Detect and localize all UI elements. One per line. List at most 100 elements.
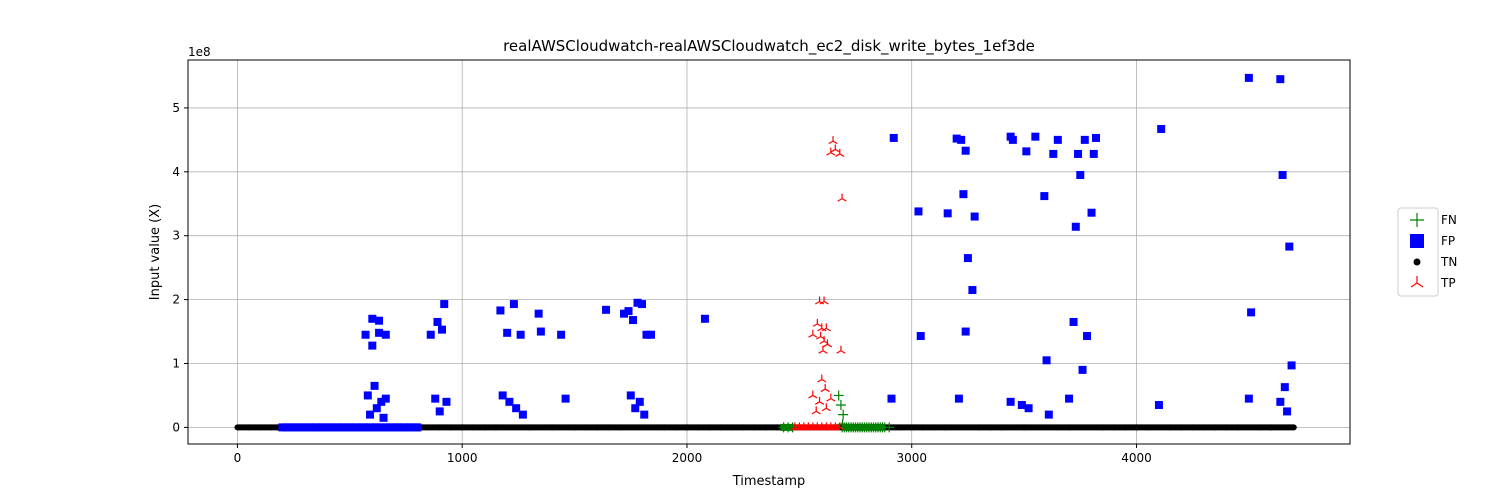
tp-point (830, 144, 840, 153)
tn-point (1066, 424, 1073, 431)
tn-point (526, 424, 533, 431)
fp-point (325, 423, 334, 432)
y-tick-label: 4 (172, 165, 180, 179)
tn-point (1200, 424, 1207, 431)
fp-point (1031, 132, 1040, 141)
tn-point (605, 424, 612, 431)
fp-point (961, 327, 970, 336)
y-offset-label: 1e8 (188, 45, 211, 59)
fp-point (503, 328, 512, 337)
fp-point (406, 423, 415, 432)
fp-point (509, 300, 518, 309)
y-tick-label: 2 (172, 293, 180, 307)
fp-point (1283, 407, 1292, 416)
fp-point (943, 209, 952, 218)
fp-point (1076, 171, 1085, 180)
fp-point (1244, 394, 1253, 403)
fp-point (366, 423, 375, 432)
fp-point (631, 404, 640, 413)
fp-point (1157, 125, 1166, 134)
fn-point (837, 419, 848, 430)
series-tp (790, 136, 847, 431)
y-axis-label: Input value (X) (148, 204, 163, 300)
fp-point (370, 381, 379, 390)
tn-point (717, 424, 724, 431)
fp-point (914, 207, 923, 216)
fp-point (1024, 404, 1033, 413)
tp-point (812, 318, 822, 327)
tn-point (942, 424, 949, 431)
tn-point (1122, 424, 1129, 431)
x-tick-label: 0 (234, 451, 242, 465)
fp-point (1008, 135, 1017, 144)
fp-point (536, 327, 545, 336)
tn-point (1257, 424, 1264, 431)
x-axis-label: Timestamp (732, 474, 806, 489)
legend-label: FP (1441, 234, 1455, 248)
fp-point (1287, 361, 1296, 370)
fp-point (887, 394, 896, 403)
fn-point (835, 400, 846, 411)
fp-point (332, 423, 341, 432)
tp-point (814, 396, 825, 405)
fp-point (498, 391, 507, 400)
fp-point (1069, 317, 1078, 326)
tn-point (683, 424, 690, 431)
tp-point (820, 384, 830, 393)
fp-point (1083, 332, 1092, 341)
x-axis-ticks: 0 1000 2000 3000 4000 (234, 444, 1152, 465)
fp-point (339, 423, 348, 432)
legend-marker (1410, 234, 1424, 248)
fp-point (379, 423, 388, 432)
fp-point (1285, 242, 1294, 251)
fp-point (1071, 222, 1080, 231)
fp-point (352, 423, 361, 432)
fp-point (1022, 147, 1031, 156)
tp-point (817, 374, 827, 383)
fp-point (635, 397, 644, 406)
series-tn (234, 424, 1297, 431)
series-fn (778, 390, 895, 433)
tn-point (1268, 424, 1275, 431)
fp-point (496, 306, 505, 315)
tn-point (987, 424, 994, 431)
legend-marker (1410, 276, 1424, 288)
tn-point (706, 424, 713, 431)
tn-point (245, 424, 252, 431)
fp-point (361, 330, 370, 339)
tn-point (1223, 424, 1230, 431)
tp-point (821, 323, 831, 332)
fp-point (602, 305, 611, 314)
fp-point (1017, 401, 1026, 410)
fp-point (1049, 149, 1058, 158)
tp-point (826, 147, 836, 156)
fp-point (557, 330, 566, 339)
tn-point (481, 424, 488, 431)
tp-point (811, 406, 821, 415)
tn-point (897, 424, 904, 431)
x-tick-label: 3000 (896, 451, 927, 465)
tp-point (828, 136, 838, 145)
fp-point (1078, 365, 1087, 374)
tp-point (835, 148, 845, 157)
tn-point (1167, 424, 1174, 431)
fp-point (291, 423, 300, 432)
fp-point (889, 133, 898, 142)
tn-point (1021, 424, 1028, 431)
fp-point (1092, 133, 1101, 142)
fp-point (952, 134, 961, 143)
fp-point (959, 190, 968, 199)
tn-point (773, 424, 780, 431)
y-axis-ticks: 0 1 2 3 4 5 (172, 101, 188, 434)
fp-point (963, 254, 972, 263)
fp-point (961, 146, 970, 155)
fp-point (379, 413, 388, 422)
tn-point (1189, 424, 1196, 431)
y-tick-label: 3 (172, 229, 180, 243)
fp-point (285, 423, 294, 432)
fp-point (916, 332, 925, 341)
fp-point (1040, 192, 1049, 201)
fp-point (700, 314, 709, 323)
chart-title: realAWSCloudwatch-realAWSCloudwatch_ec2_… (503, 37, 1035, 56)
tn-point (1133, 424, 1140, 431)
